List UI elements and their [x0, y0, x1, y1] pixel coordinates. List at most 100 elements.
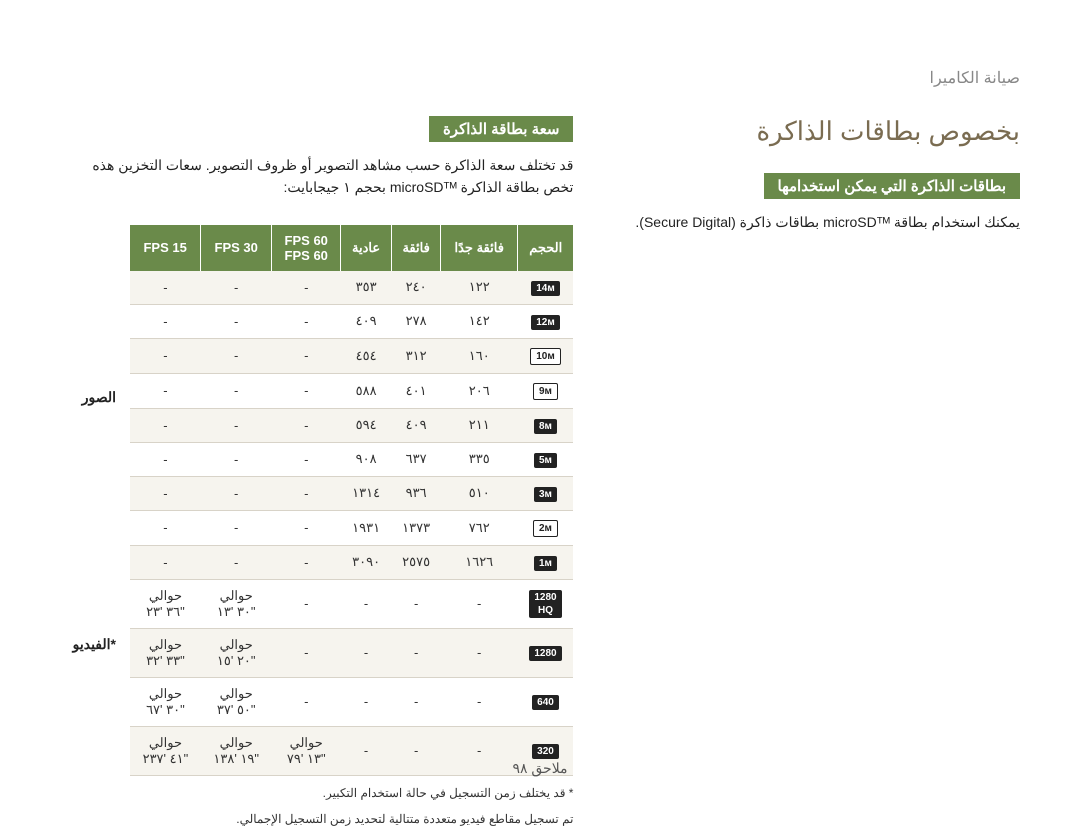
- table-cell: ٥٨٨: [341, 373, 391, 408]
- size-cell: 2ᴍ: [518, 510, 574, 545]
- table-cell: -: [441, 579, 518, 628]
- table-row: 5ᴍ٣٣٥٦٣٧٩٠٨---: [130, 442, 573, 476]
- table-cell: ٥١٠: [441, 476, 518, 510]
- table-cell: -: [272, 545, 341, 579]
- table-cell: حوالي "٣٦ '٢٣: [130, 579, 201, 628]
- table-header: فائقة: [391, 225, 441, 271]
- table-header: FPS 30: [201, 225, 272, 271]
- table-cell: -: [130, 338, 201, 373]
- capacity-intro-text: قد تختلف سعة الذاكرة حسب مشاهد التصوير أ…: [60, 154, 573, 199]
- table-cell: -: [201, 373, 272, 408]
- table-cell: -: [201, 408, 272, 442]
- table-cell: ١٣١٤: [341, 476, 391, 510]
- table-cell: -: [272, 338, 341, 373]
- table-cell: -: [130, 476, 201, 510]
- table-row: 9ᴍ٢٠٦٤٠١٥٨٨---: [130, 373, 573, 408]
- page-footer: ملاحق ٩٨: [0, 760, 1080, 777]
- table-cell: -: [272, 271, 341, 305]
- table-cell: -: [272, 373, 341, 408]
- usable-cards-text: يمكنك استخدام بطاقة microSDᵀᴹ بطاقات ذاك…: [603, 211, 1020, 233]
- size-cell: 5ᴍ: [518, 442, 574, 476]
- size-cell: 8ᴍ: [518, 408, 574, 442]
- table-cell: -: [272, 304, 341, 338]
- table-cell: -: [201, 442, 272, 476]
- left-column: سعة بطاقة الذاكرة قد تختلف سعة الذاكرة ح…: [60, 116, 573, 828]
- table-header: الحجم: [518, 225, 574, 271]
- table-cell: -: [391, 579, 441, 628]
- table-cell: ٢٠٦: [441, 373, 518, 408]
- table-row: 2ᴍ٧٦٢١٣٧٣١٩٣١---: [130, 510, 573, 545]
- table-header: عادية: [341, 225, 391, 271]
- table-cell: -: [391, 677, 441, 726]
- size-cell: 1ᴍ: [518, 545, 574, 579]
- table-row: 10ᴍ١٦٠٣١٢٤٥٤---: [130, 338, 573, 373]
- table-cell: ٣١٢: [391, 338, 441, 373]
- breadcrumb: صيانة الكاميرا: [930, 68, 1020, 88]
- table-cell: ٢١١: [441, 408, 518, 442]
- table-cell: حوالي "٣٣ '٣٢: [130, 628, 201, 677]
- table-cell: -: [272, 579, 341, 628]
- table-cell: ٤٥٤: [341, 338, 391, 373]
- table-cell: ٣٣٥: [441, 442, 518, 476]
- table-cell: ١٩٣١: [341, 510, 391, 545]
- table-cell: -: [201, 271, 272, 305]
- table-cell: حوالي "٥٠ '٣٧: [201, 677, 272, 726]
- table-cell: حوالي "٣٠ '٦٧: [130, 677, 201, 726]
- table-cell: ٢٧٨: [391, 304, 441, 338]
- table-cell: -: [130, 510, 201, 545]
- table-cell: -: [130, 373, 201, 408]
- table-cell: ٢٤٠: [391, 271, 441, 305]
- footnote-1: * قد يختلف زمن التسجيل في حالة استخدام ا…: [130, 784, 573, 802]
- size-cell: 1280: [518, 628, 574, 677]
- table-cell: -: [201, 476, 272, 510]
- table-header: FPS 60 60 FPS: [272, 225, 341, 271]
- table-cell: -: [130, 408, 201, 442]
- table-cell: حوالي "٣٠ '١٣: [201, 579, 272, 628]
- table-cell: -: [341, 677, 391, 726]
- table-cell: -: [130, 442, 201, 476]
- size-cell: 9ᴍ: [518, 373, 574, 408]
- table-cell: ٣٠٩٠: [341, 545, 391, 579]
- table-cell: ١٢٢: [441, 271, 518, 305]
- table-cell: -: [391, 628, 441, 677]
- table-row: 3ᴍ٥١٠٩٣٦١٣١٤---: [130, 476, 573, 510]
- page-title: بخصوص بطاقات الذاكرة: [603, 116, 1020, 147]
- photo-side-label: الصور: [60, 389, 116, 406]
- table-row: 1280----حوالي "٢٠ '١٥حوالي "٣٣ '٣٢: [130, 628, 573, 677]
- size-cell: 640: [518, 677, 574, 726]
- table-cell: -: [201, 338, 272, 373]
- table-cell: -: [272, 442, 341, 476]
- capacity-table: الحجمفائقة جدًافائقةعاديةFPS 60 60 FPSFP…: [130, 225, 573, 776]
- table-cell: حوالي "٢٠ '١٥: [201, 628, 272, 677]
- table-header: فائقة جدًا: [441, 225, 518, 271]
- table-cell: -: [272, 628, 341, 677]
- video-side-label: *الفيديو: [60, 636, 116, 653]
- right-column: بخصوص بطاقات الذاكرة بطاقات الذاكرة التي…: [603, 116, 1020, 828]
- table-cell: ٤٠١: [391, 373, 441, 408]
- table-cell: -: [441, 677, 518, 726]
- table-header: FPS 15: [130, 225, 201, 271]
- size-cell: 1280 HQ: [518, 579, 574, 628]
- table-cell: ١٦٠: [441, 338, 518, 373]
- table-cell: -: [201, 510, 272, 545]
- table-cell: -: [130, 304, 201, 338]
- usable-cards-tab: بطاقات الذاكرة التي يمكن استخدامها: [764, 173, 1020, 199]
- table-cell: ٦٣٧: [391, 442, 441, 476]
- table-cell: -: [441, 628, 518, 677]
- table-cell: ١٤٢: [441, 304, 518, 338]
- table-cell: -: [341, 579, 391, 628]
- table-cell: -: [272, 476, 341, 510]
- table-cell: ٧٦٢: [441, 510, 518, 545]
- table-cell: ٩٠٨: [341, 442, 391, 476]
- size-cell: 14ᴍ: [518, 271, 574, 305]
- table-cell: -: [272, 408, 341, 442]
- table-cell: -: [130, 545, 201, 579]
- table-cell: -: [201, 304, 272, 338]
- table-cell: -: [272, 677, 341, 726]
- table-row: 12ᴍ١٤٢٢٧٨٤٠٩---: [130, 304, 573, 338]
- table-cell: -: [130, 271, 201, 305]
- table-cell: -: [341, 628, 391, 677]
- table-row: 640----حوالي "٥٠ '٣٧حوالي "٣٠ '٦٧: [130, 677, 573, 726]
- footnote-2: تم تسجيل مقاطع فيديو متعددة متتالية لتحد…: [130, 810, 573, 828]
- table-cell: ٥٩٤: [341, 408, 391, 442]
